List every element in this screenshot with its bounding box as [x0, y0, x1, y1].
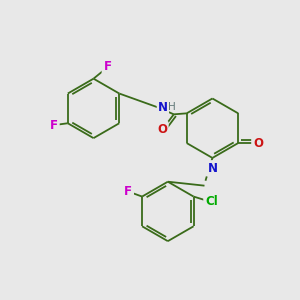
Text: N: N — [158, 101, 168, 114]
Text: O: O — [253, 136, 263, 150]
Text: F: F — [103, 60, 111, 73]
Text: H: H — [168, 102, 176, 112]
Text: O: O — [157, 123, 167, 136]
Text: F: F — [124, 185, 132, 198]
Text: Cl: Cl — [205, 195, 218, 208]
Text: N: N — [207, 162, 218, 175]
Text: F: F — [50, 119, 58, 132]
